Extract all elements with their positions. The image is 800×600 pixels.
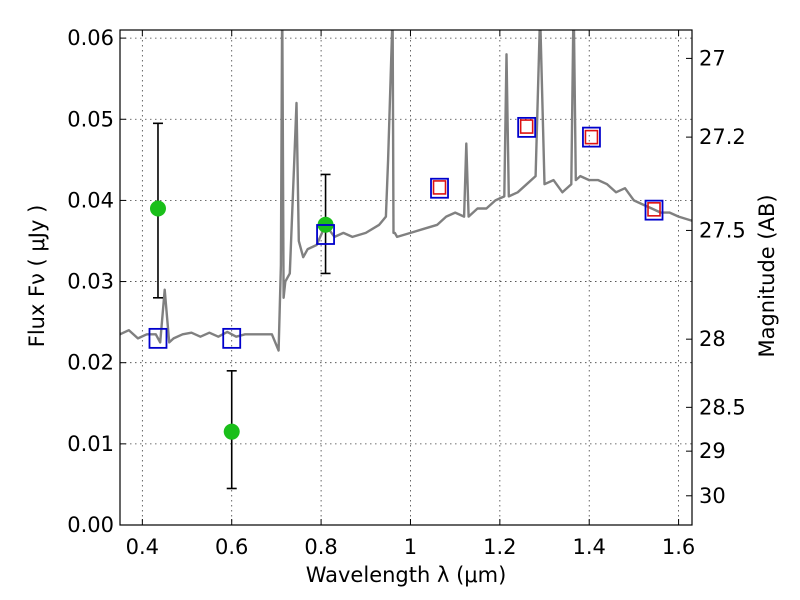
model-band-flux-square bbox=[316, 224, 335, 245]
y-tick-label: 0.05 bbox=[67, 107, 114, 131]
x-tick-label: 1 bbox=[404, 535, 417, 559]
y-tick-label: 0.01 bbox=[67, 432, 114, 456]
y-tick-label: 0.06 bbox=[67, 26, 114, 50]
y-tick-label: 0.03 bbox=[67, 270, 114, 294]
right-tick-label: 29 bbox=[699, 439, 726, 463]
right-tick-label: 28.5 bbox=[699, 395, 746, 419]
alt-model-flux-square bbox=[519, 119, 534, 134]
right-tick-label: 27.5 bbox=[699, 218, 746, 242]
y-tick-label: 0.04 bbox=[67, 188, 114, 212]
right-tick-label: 28 bbox=[699, 327, 726, 351]
x-tick-label: 0.8 bbox=[304, 535, 337, 559]
x-tick-label: 1.6 bbox=[662, 535, 695, 559]
x-tick-label: 1.2 bbox=[483, 535, 516, 559]
model-band-flux-square bbox=[430, 177, 449, 199]
alt-model-flux-square bbox=[432, 180, 447, 195]
y-tick-label: 0.00 bbox=[67, 513, 114, 537]
observed-flux-point bbox=[223, 423, 240, 440]
alt-model-flux-square bbox=[584, 129, 599, 145]
right-tick-label: 30 bbox=[699, 484, 726, 508]
model-spectrum-line bbox=[120, 30, 692, 352]
x-tick-label: 1.4 bbox=[573, 535, 606, 559]
model-band-flux-square bbox=[582, 126, 601, 148]
x-tick-label: 0.6 bbox=[215, 535, 248, 559]
model-band-flux-square bbox=[517, 116, 537, 138]
grid-lines bbox=[120, 30, 692, 526]
model-band-flux-square bbox=[148, 327, 168, 349]
y-axis-title: Flux Fν ( μJy ) bbox=[25, 205, 49, 348]
model-band-flux-square bbox=[222, 327, 242, 349]
observed-flux-point bbox=[149, 200, 166, 217]
plot-frame bbox=[119, 29, 693, 526]
right-tick-label: 27.2 bbox=[699, 125, 746, 149]
x-tick-label: 0.4 bbox=[126, 535, 159, 559]
y-tick-label: 0.02 bbox=[67, 351, 114, 375]
right-axis-title: Magnitude (AB) bbox=[755, 194, 779, 357]
model-band-flux-square bbox=[644, 199, 664, 221]
right-tick-label: 27 bbox=[699, 46, 726, 70]
axis-ticks: 0.4 0.6 0.8 1 1.2 1.4 1.6 0.00 0.01 0.02 0.03 0.04 0… bbox=[67, 26, 746, 559]
plot-area bbox=[120, 30, 692, 490]
alt-model-flux-square bbox=[647, 202, 661, 217]
x-axis-title: Wavelength λ (μm) bbox=[306, 563, 507, 587]
